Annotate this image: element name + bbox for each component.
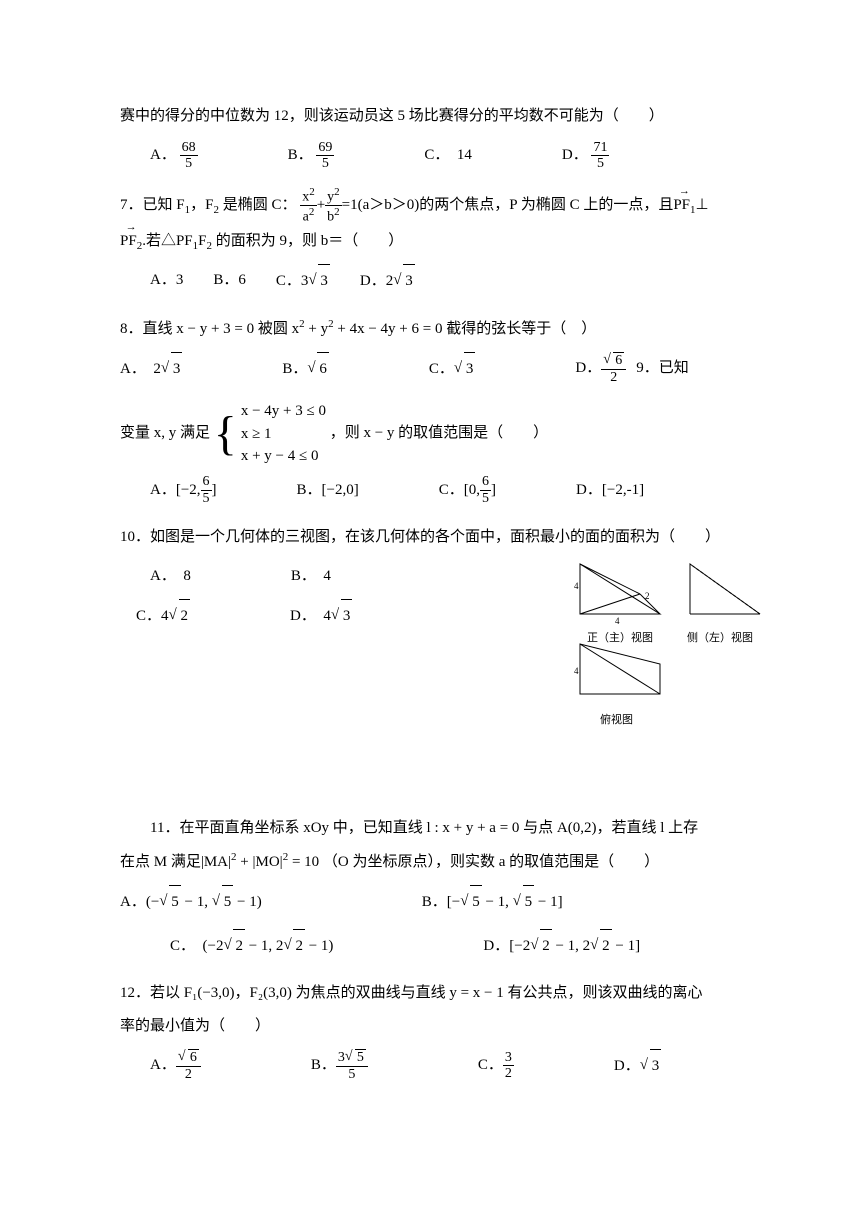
q10-options-row2: C．42 D． 43 [150,599,560,633]
q6-opt-a: A． 685 [150,139,198,172]
q10-opt-a: A． 8 [150,560,191,593]
q6-leadin: 赛中的得分的中位数为 12，则该运动员这 5 场比赛得分的平均数不可能为（ ） [120,100,770,133]
q12-opt-c: C．32 [478,1049,514,1083]
q11-opt-b: B．[−5 − 1, 5 − 1] [422,885,563,919]
q9-opt-b: B．[−2,0] [297,474,359,507]
side-view-label: 侧（左）视图 [687,626,753,650]
q10-options-row1: A． 8 B． 4 [150,560,560,593]
q9-opt-a: A．[−2,65] [150,474,217,507]
q9-lead-tail: 9．已知 [636,352,689,386]
q7-opt-c: C．33 [276,264,330,298]
q8-opt-d: D．62 [575,352,626,386]
q9-system: 变量 x, y 满足 { x − 4y + 3 ≤ 0 x ≥ 1 x + y … [120,400,770,468]
q12-options: A．62 B．355 C．32 D．3 [150,1049,770,1083]
q10-opt-d: D． 43 [290,599,352,633]
q8-text: 8．直线 x − y + 3 = 0 被圆 x2 + y2 + 4x − 4y … [120,312,770,346]
q11-opt-d: D．[−22 − 1, 22 − 1] [483,929,640,963]
question-10: 10．如图是一个几何体的三视图，在该几何体的各个面中，面积最小的面的面积为（ ）… [120,521,770,732]
q8-options: A． 23 B．6 C．3 D．62 9．已知 [120,352,770,386]
q6-opt-c: C． 14 [424,139,472,172]
q8-opt-a: A． 23 [120,352,182,386]
q9-opt-c: C．[0,65] [439,474,496,507]
q9-options: A．[−2,65] B．[−2,0] C．[0,65] D．[−2,-1] [150,474,770,507]
q7-line1: 7．已知 F1，F2 是椭圆 C： x2a2+y2b2=1(a＞b＞0)的两个焦… [120,186,770,225]
q11-options-row1: A．(−5 − 1, 5 − 1) B．[−5 − 1, 5 − 1] [120,885,770,919]
svg-text:2: 2 [645,591,650,601]
q11-line2: 在点 M 满足|MA|2 + |MO|2 = 10 （O 为坐标原点），则实数 … [120,845,770,879]
q11-opt-a: A．(−5 − 1, 5 − 1) [120,885,262,919]
question-6: 赛中的得分的中位数为 12，则该运动员这 5 场比赛得分的平均数不可能为（ ） … [120,100,770,172]
q12-opt-d: D．3 [614,1049,661,1083]
q12-line2: 率的最小值为（ ） [120,1010,770,1043]
q10-opt-c: C．42 [136,599,190,633]
question-12: 12．若以 F₁(−3,0)，F₂(3,0) 为焦点的双曲线与直线 y = x … [120,977,770,1083]
three-view-diagram: 4 2 4 4 正（主）视图 侧（左）视图 俯视图 [570,554,770,732]
q6-options: A． 685 B． 695 C． 14 D． 715 [150,139,770,172]
q11-opt-c: C． (−22 − 1, 22 − 1) [170,929,333,963]
question-8: 8．直线 x − y + 3 = 0 被圆 x2 + y2 + 4x − 4y … [120,312,770,386]
question-7: 7．已知 F1，F2 是椭圆 C： x2a2+y2b2=1(a＞b＞0)的两个焦… [120,186,770,298]
q10-opt-b: B． 4 [291,560,331,593]
q7-line2: PF2.若△PF1F2 的面积为 9，则 b＝（ ） [120,225,770,258]
q12-line1: 12．若以 F₁(−3,0)，F₂(3,0) 为焦点的双曲线与直线 y = x … [120,977,770,1010]
q7-opt-d: D．23 [360,264,415,298]
svg-text:4: 4 [615,616,620,626]
q11-options-row2: C． (−22 − 1, 22 − 1) D．[−22 − 1, 22 − 1] [170,929,770,963]
q7-opt-a: A．3 [150,264,183,298]
q8-opt-b: B．6 [282,352,329,386]
top-view-label: 俯视图 [570,708,770,732]
inequality-system: { x − 4y + 3 ≤ 0 x ≥ 1 x + y − 4 ≤ 0 [214,400,326,468]
question-9: 变量 x, y 满足 { x − 4y + 3 ≤ 0 x ≥ 1 x + y … [120,400,770,507]
vector-pf2: PF2 [120,225,142,258]
q10-text: 10．如图是一个几何体的三视图，在该几何体的各个面中，面积最小的面的面积为（ ） [120,521,770,554]
svg-text:4: 4 [574,666,579,676]
q6-opt-b: B． 695 [288,139,335,172]
svg-text:4: 4 [574,581,579,591]
q8-opt-c: C．3 [429,352,476,386]
q12-opt-b: B．355 [311,1049,368,1083]
q6-opt-d: D． 715 [562,139,610,172]
q12-opt-a: A．62 [150,1049,201,1083]
question-11: 11．在平面直角坐标系 xOy 中，已知直线 l : x + y + a = 0… [120,812,770,963]
q11-line1: 11．在平面直角坐标系 xOy 中，已知直线 l : x + y + a = 0… [150,812,770,845]
vector-pf1: PF1 [673,189,695,222]
front-view-label: 正（主）视图 [587,626,653,650]
q7-options: A．3 B．6 C．33 D．23 [150,264,770,298]
q7-opt-b: B．6 [213,264,246,298]
q9-opt-d: D．[−2,-1] [576,474,644,507]
